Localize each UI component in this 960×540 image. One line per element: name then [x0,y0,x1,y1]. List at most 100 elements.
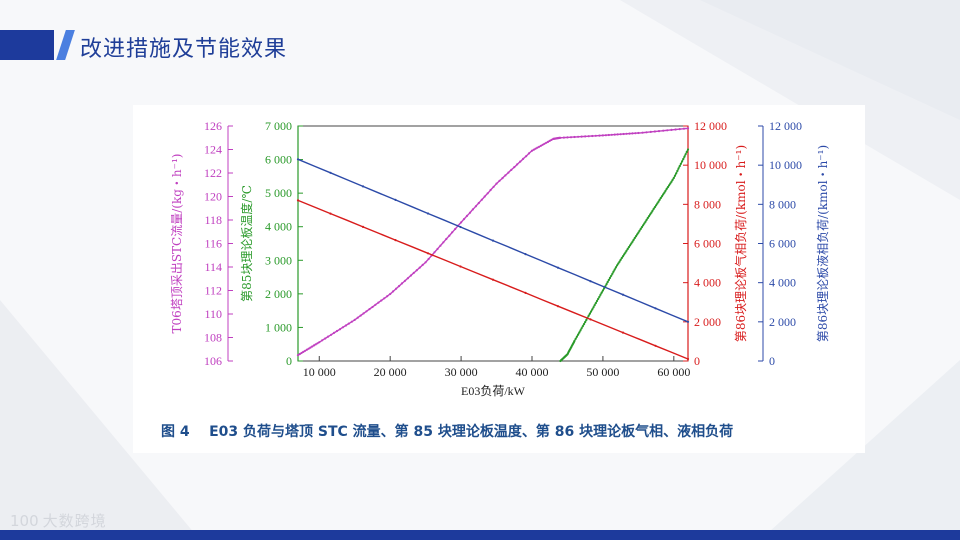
temp-point [634,235,638,238]
x-tick-label: 60 000 [657,365,690,379]
stc-point [525,155,528,158]
stc-point [598,134,601,137]
stc-point [566,136,569,139]
title-accent-slash [56,30,75,60]
stc-point [409,274,412,277]
temp-point [652,207,655,210]
temp-point [636,233,639,236]
stc-point [436,247,439,251]
temp-point [632,238,635,241]
temp-tick-label: 1 000 [265,320,292,334]
temp-point [625,249,628,252]
stc-point [550,138,553,141]
temp-point [629,244,632,247]
stc-tick-label: 124 [204,143,222,157]
temp-point [590,310,593,313]
temp-point [637,231,640,234]
stc-point [532,148,535,151]
stc-point [347,322,350,325]
temp-point [617,262,620,265]
temp-point [670,180,673,183]
stc-point [474,205,477,208]
temp-point [665,187,668,190]
temp-point [613,268,616,271]
temp-point [599,293,602,296]
stc-point [433,251,436,254]
x-tick-label: 10 000 [303,365,336,379]
vapor-point [361,225,365,228]
temp-point [619,258,622,261]
liquid-tick-label: 12 000 [769,119,802,133]
liquid-point [491,239,495,242]
stc-point [460,221,463,224]
liquid-point [589,280,592,283]
stc-point [580,135,583,138]
temp-point [663,191,666,194]
stc-point [631,132,634,135]
temp-point [616,264,619,267]
temp-tick-label: 5 000 [265,186,292,200]
temp-point [651,209,654,212]
stc-tick-label: 120 [204,190,222,204]
temp-point [678,165,681,168]
temp-point [673,174,677,177]
temp-point [631,240,634,243]
stc-point [507,171,510,174]
stc-point [492,185,495,188]
stc-point [324,337,327,340]
stc-point [625,132,628,135]
stc-point [653,130,657,133]
vapor-point [426,252,430,255]
temp-point [605,283,608,286]
stc-point [510,168,513,171]
temp-point [592,306,595,309]
stc-point [412,271,415,274]
vapor-tick-label: 0 [694,354,700,368]
temp-point [676,169,679,172]
liquid-point [296,158,300,161]
temp-point [666,186,670,189]
temp-point [601,289,604,292]
stc-point [641,131,644,134]
vapor-point [686,357,690,361]
stc-point [305,348,308,351]
liquid-point [556,266,560,269]
stc-point [312,344,316,347]
stc-point [442,241,445,244]
stc-point [415,269,418,272]
temp-point [578,331,581,334]
temp-point [650,211,653,214]
temp-point [656,202,659,205]
stc-tick-label: 108 [204,331,222,345]
stc-point [330,333,333,336]
stc-point [516,163,519,166]
vapor-point [394,239,397,242]
stc-point [335,329,339,333]
stc-axis-title: T06塔顶采出STC流量/(kg・h⁻¹) [170,154,184,334]
temp-point [611,272,614,275]
temp-point [584,320,587,324]
figure-caption: 图 4 E03 负荷与塔顶 STC 流量、第 85 块理论板温度、第 86 块理… [161,423,733,440]
stc-point [462,218,466,221]
vapor-tick-label: 12 000 [694,119,727,133]
stc-point [389,292,392,296]
vapor-tick-label: 10 000 [694,158,727,172]
stc-point [686,127,690,130]
stc-point [534,147,537,150]
x-tick-label: 50 000 [586,365,619,379]
vapor-point [589,318,592,321]
stc-point [448,234,451,237]
temp-point [655,204,658,207]
x-tick-label: 30 000 [445,365,478,379]
stc-point [318,341,321,344]
temp-point [640,226,643,229]
vapor-point [491,278,495,281]
stc-point [298,352,301,356]
temp-point [660,195,664,198]
stc-point [489,188,492,192]
stc-tick-label: 110 [204,307,222,321]
temp-point [597,297,600,300]
stc-point [519,160,522,163]
liquid-point [459,225,462,229]
temp-point [620,256,623,260]
